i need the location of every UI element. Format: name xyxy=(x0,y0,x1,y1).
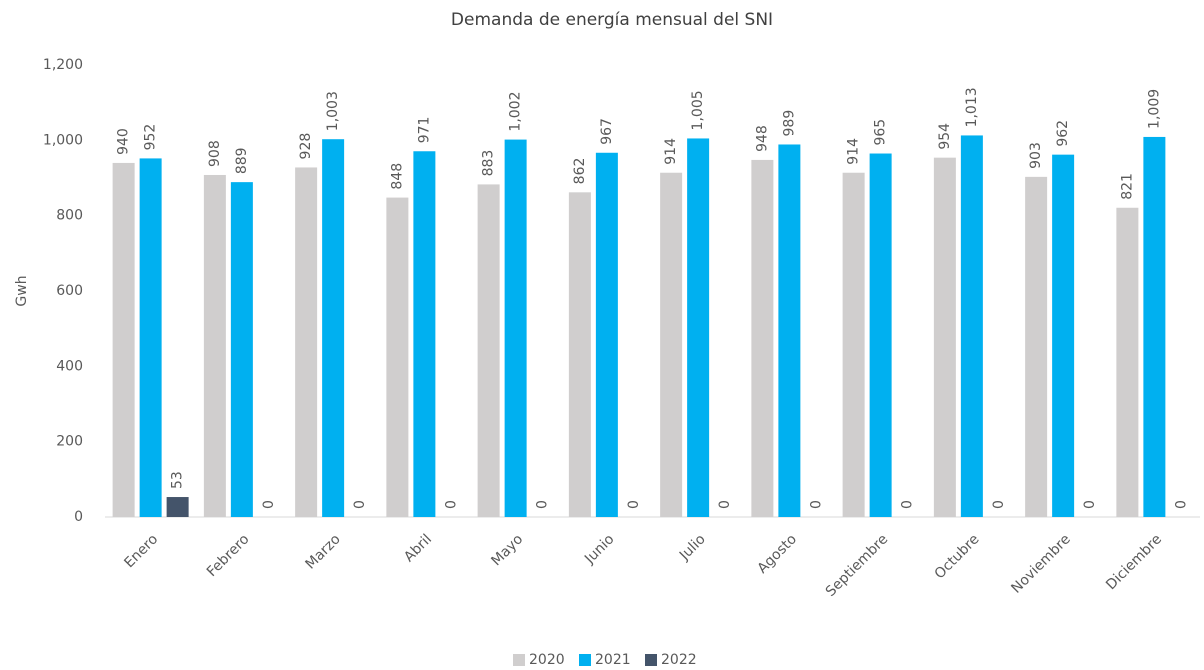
data-label: 0 xyxy=(535,500,551,509)
bar xyxy=(112,162,135,517)
data-label: 0 xyxy=(352,500,368,509)
data-label: 967 xyxy=(599,118,615,145)
legend-swatch xyxy=(645,654,657,666)
data-label: 928 xyxy=(298,133,314,160)
data-label: 0 xyxy=(626,500,642,509)
bar xyxy=(139,158,162,517)
y-tick-label: 1,000 xyxy=(43,132,83,148)
bar xyxy=(1052,154,1075,517)
data-label: 1,003 xyxy=(325,91,341,131)
data-label: 948 xyxy=(754,125,770,152)
bar xyxy=(322,139,345,517)
data-label: 0 xyxy=(991,500,1007,509)
data-label: 908 xyxy=(207,140,223,167)
chart-title: Demanda de energía mensual del SNI xyxy=(451,10,773,30)
x-tick-label: Marzo xyxy=(303,531,344,572)
bar xyxy=(595,152,618,517)
data-label: 914 xyxy=(663,138,679,165)
data-label: 1,002 xyxy=(508,91,524,131)
y-tick-label: 1,200 xyxy=(43,57,83,73)
data-label: 954 xyxy=(937,123,953,150)
bar xyxy=(660,172,683,517)
bar xyxy=(413,151,436,518)
y-tick-label: 800 xyxy=(56,208,83,224)
data-label: 0 xyxy=(1173,500,1189,509)
bar xyxy=(203,174,226,517)
x-tick-label: Diciembre xyxy=(1103,531,1165,593)
data-label: 0 xyxy=(443,500,459,509)
x-tick-label: Junio xyxy=(581,531,617,567)
data-label: 862 xyxy=(572,158,588,185)
data-label: 1,005 xyxy=(690,90,706,130)
data-label: 0 xyxy=(808,500,824,509)
y-tick-label: 200 xyxy=(56,434,83,450)
legend-label: 2020 xyxy=(529,652,565,668)
bar xyxy=(687,138,710,517)
x-tick-label: Abril xyxy=(401,531,435,565)
bar xyxy=(933,157,956,517)
data-label: 952 xyxy=(143,124,159,151)
bar xyxy=(751,159,774,518)
bar xyxy=(1116,207,1139,518)
data-label: 889 xyxy=(234,147,250,174)
y-tick-label: 600 xyxy=(56,283,83,299)
x-tick-label: Octubre xyxy=(932,531,983,582)
x-tick-label: Enero xyxy=(121,531,161,571)
data-label: 1,013 xyxy=(964,87,980,127)
legend-label: 2022 xyxy=(661,652,697,668)
y-axis-label: Gwh xyxy=(14,275,30,306)
bar xyxy=(1143,136,1166,517)
bar xyxy=(504,139,527,517)
bar xyxy=(477,184,500,518)
bar xyxy=(1025,176,1048,517)
bar xyxy=(568,192,591,517)
legend-swatch xyxy=(513,654,525,666)
data-label: 971 xyxy=(416,117,432,144)
data-label: 821 xyxy=(1119,173,1135,200)
data-label: 903 xyxy=(1028,142,1044,169)
data-label: 848 xyxy=(389,163,405,190)
data-label: 0 xyxy=(717,500,733,509)
bar xyxy=(166,497,189,517)
bar xyxy=(842,172,865,517)
data-label: 1,009 xyxy=(1146,89,1162,129)
data-label: 965 xyxy=(873,119,889,146)
data-label: 0 xyxy=(1082,500,1098,509)
x-tick-label: Agosto xyxy=(755,531,801,577)
x-tick-label: Mayo xyxy=(488,531,526,569)
data-label: 883 xyxy=(481,150,497,177)
y-tick-label: 400 xyxy=(56,358,83,374)
bar xyxy=(295,167,318,517)
data-label: 0 xyxy=(261,500,277,509)
legend-label: 2021 xyxy=(595,652,631,668)
bar xyxy=(230,182,253,518)
data-label: 0 xyxy=(900,500,916,509)
data-label: 962 xyxy=(1055,120,1071,147)
legend-swatch xyxy=(579,654,591,666)
data-label: 914 xyxy=(846,138,862,165)
bar xyxy=(778,144,801,517)
bar xyxy=(960,135,983,518)
bar xyxy=(869,153,892,517)
data-label: 989 xyxy=(781,110,797,137)
x-tick-label: Septiembre xyxy=(823,531,892,600)
bar xyxy=(386,197,409,517)
x-tick-label: Julio xyxy=(676,531,709,564)
y-tick-label: 0 xyxy=(74,509,83,525)
x-tick-label: Febrero xyxy=(204,531,253,580)
x-tick-label: Noviembre xyxy=(1008,531,1073,596)
data-label: 940 xyxy=(116,128,132,155)
data-label: 53 xyxy=(170,471,186,489)
